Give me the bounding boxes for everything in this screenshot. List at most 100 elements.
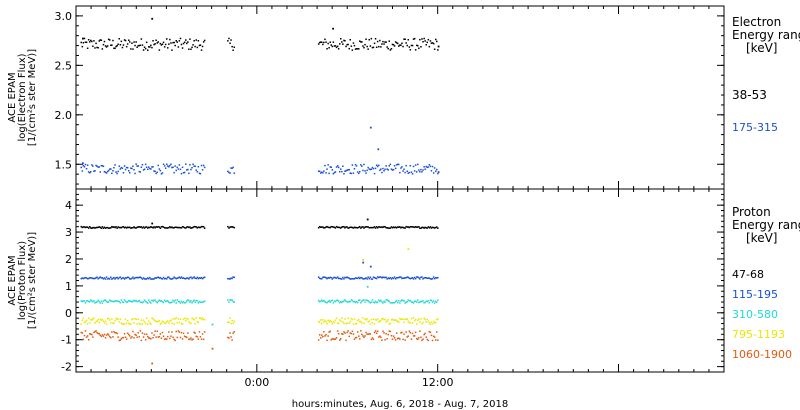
data-point-proton-1 bbox=[107, 277, 110, 280]
data-point-proton-0 bbox=[186, 226, 188, 228]
data-point-proton-1 bbox=[197, 277, 200, 280]
data-point-proton-2 bbox=[328, 300, 330, 302]
data-point-proton-2 bbox=[406, 301, 408, 303]
data-point-electron-1 bbox=[325, 172, 327, 174]
data-point-proton-1 bbox=[363, 278, 365, 280]
data-point-electron-0 bbox=[128, 39, 130, 41]
data-point-proton-2 bbox=[384, 301, 386, 303]
x-axis-title: hours:minutes, Aug. 6, 2018 - Aug. 7, 20… bbox=[292, 399, 508, 410]
data-point-electron-0 bbox=[403, 38, 405, 40]
data-point-proton-0 bbox=[228, 227, 230, 229]
data-point-proton-0 bbox=[366, 226, 368, 228]
data-point-proton-1 bbox=[129, 278, 131, 280]
data-point-electron-0 bbox=[136, 46, 138, 48]
data-point-electron-0 bbox=[100, 39, 103, 41]
data-point-proton-1 bbox=[324, 276, 326, 278]
data-point-electron-0 bbox=[353, 44, 356, 47]
data-point-proton-2 bbox=[105, 300, 108, 303]
data-point-proton-4 bbox=[193, 331, 195, 334]
plot-frames bbox=[75, 5, 725, 373]
data-point-proton-0 bbox=[159, 227, 162, 229]
data-point-proton-4 bbox=[392, 335, 395, 337]
data-point-proton-0 bbox=[86, 226, 89, 228]
data-point-proton-2 bbox=[371, 299, 374, 301]
data-point-proton-4 bbox=[120, 338, 123, 340]
data-point-proton-2 bbox=[343, 300, 345, 302]
data-point-proton-2 bbox=[363, 299, 365, 301]
data-point-proton-4 bbox=[136, 336, 138, 338]
data-point-proton-1 bbox=[360, 276, 362, 279]
data-point-proton-3 bbox=[337, 322, 340, 325]
data-point-electron-0 bbox=[82, 42, 85, 44]
data-point-proton-4 bbox=[135, 334, 137, 336]
data-point-proton-2 bbox=[426, 300, 428, 303]
data-point-proton-2 bbox=[347, 301, 349, 303]
data-point-proton-1 bbox=[432, 276, 435, 278]
data-point-proton-2 bbox=[161, 301, 164, 303]
data-point-proton-0 bbox=[130, 227, 132, 229]
data-point-electron-0 bbox=[347, 43, 349, 46]
data-point-proton-2 bbox=[181, 302, 184, 304]
data-point-proton-2 bbox=[230, 299, 232, 301]
data-point-electron-0 bbox=[372, 46, 375, 49]
data-point-proton-2 bbox=[115, 299, 117, 302]
data-point-electron-0 bbox=[188, 48, 190, 50]
data-point-proton-3 bbox=[427, 320, 430, 322]
data-point-proton-0 bbox=[164, 227, 167, 229]
data-point-proton-4 bbox=[229, 332, 231, 334]
data-point-electron-0 bbox=[332, 41, 335, 43]
data-point-outlier-proton-2 bbox=[211, 323, 214, 326]
data-point-electron-0 bbox=[354, 48, 357, 50]
data-point-proton-0 bbox=[123, 227, 126, 229]
data-point-proton-1 bbox=[186, 277, 188, 279]
data-point-proton-2 bbox=[198, 300, 201, 303]
data-point-electron-0 bbox=[350, 45, 353, 47]
data-point-proton-2 bbox=[162, 301, 165, 304]
data-point-proton-4 bbox=[320, 337, 322, 339]
data-point-proton-4 bbox=[138, 336, 140, 338]
data-point-proton-2 bbox=[112, 300, 114, 303]
data-point-proton-4 bbox=[161, 331, 164, 334]
data-point-proton-3 bbox=[114, 320, 116, 322]
data-point-proton-3 bbox=[334, 319, 337, 321]
data-point-proton-0 bbox=[354, 226, 357, 229]
data-point-proton-2 bbox=[200, 301, 203, 303]
data-point-proton-1 bbox=[358, 276, 360, 279]
data-point-proton-3 bbox=[433, 321, 436, 324]
data-point-electron-0 bbox=[407, 39, 409, 41]
data-point-electron-0 bbox=[122, 44, 125, 46]
data-point-proton-4 bbox=[384, 339, 386, 341]
data-point-proton-2 bbox=[142, 301, 145, 303]
data-point-electron-1 bbox=[408, 171, 411, 174]
data-point-electron-0 bbox=[395, 42, 398, 44]
data-point-proton-0 bbox=[425, 227, 427, 229]
data-point-proton-3 bbox=[119, 318, 122, 320]
data-point-proton-1 bbox=[414, 277, 417, 280]
data-point-proton-1 bbox=[352, 278, 355, 280]
data-point-electron-0 bbox=[328, 47, 330, 49]
data-point-electron-0 bbox=[190, 48, 192, 50]
data-point-proton-1 bbox=[359, 277, 361, 280]
data-point-proton-0 bbox=[429, 226, 432, 228]
data-point-electron-1 bbox=[191, 166, 193, 169]
data-point-proton-2 bbox=[321, 299, 323, 301]
data-point-proton-2 bbox=[150, 302, 152, 304]
data-point-electron-1 bbox=[166, 163, 168, 165]
data-point-electron-0 bbox=[379, 39, 381, 42]
data-point-proton-3 bbox=[345, 323, 347, 325]
data-point-proton-2 bbox=[417, 299, 419, 301]
data-point-proton-1 bbox=[335, 277, 338, 279]
data-point-electron-1 bbox=[378, 164, 380, 167]
data-point-electron-1 bbox=[200, 164, 203, 167]
data-point-electron-0 bbox=[393, 45, 396, 47]
data-point-proton-4 bbox=[409, 332, 412, 334]
data-point-proton-4 bbox=[404, 339, 406, 341]
data-point-proton-0 bbox=[321, 226, 323, 228]
data-point-electron-1 bbox=[170, 163, 172, 165]
data-point-proton-3 bbox=[422, 321, 424, 324]
data-point-electron-1 bbox=[138, 170, 140, 173]
data-point-proton-3 bbox=[355, 322, 358, 325]
data-point-proton-1 bbox=[323, 276, 325, 278]
data-point-proton-0 bbox=[388, 227, 390, 229]
